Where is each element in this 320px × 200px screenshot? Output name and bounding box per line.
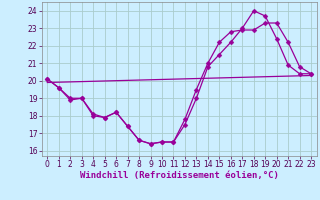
X-axis label: Windchill (Refroidissement éolien,°C): Windchill (Refroidissement éolien,°C) <box>80 171 279 180</box>
